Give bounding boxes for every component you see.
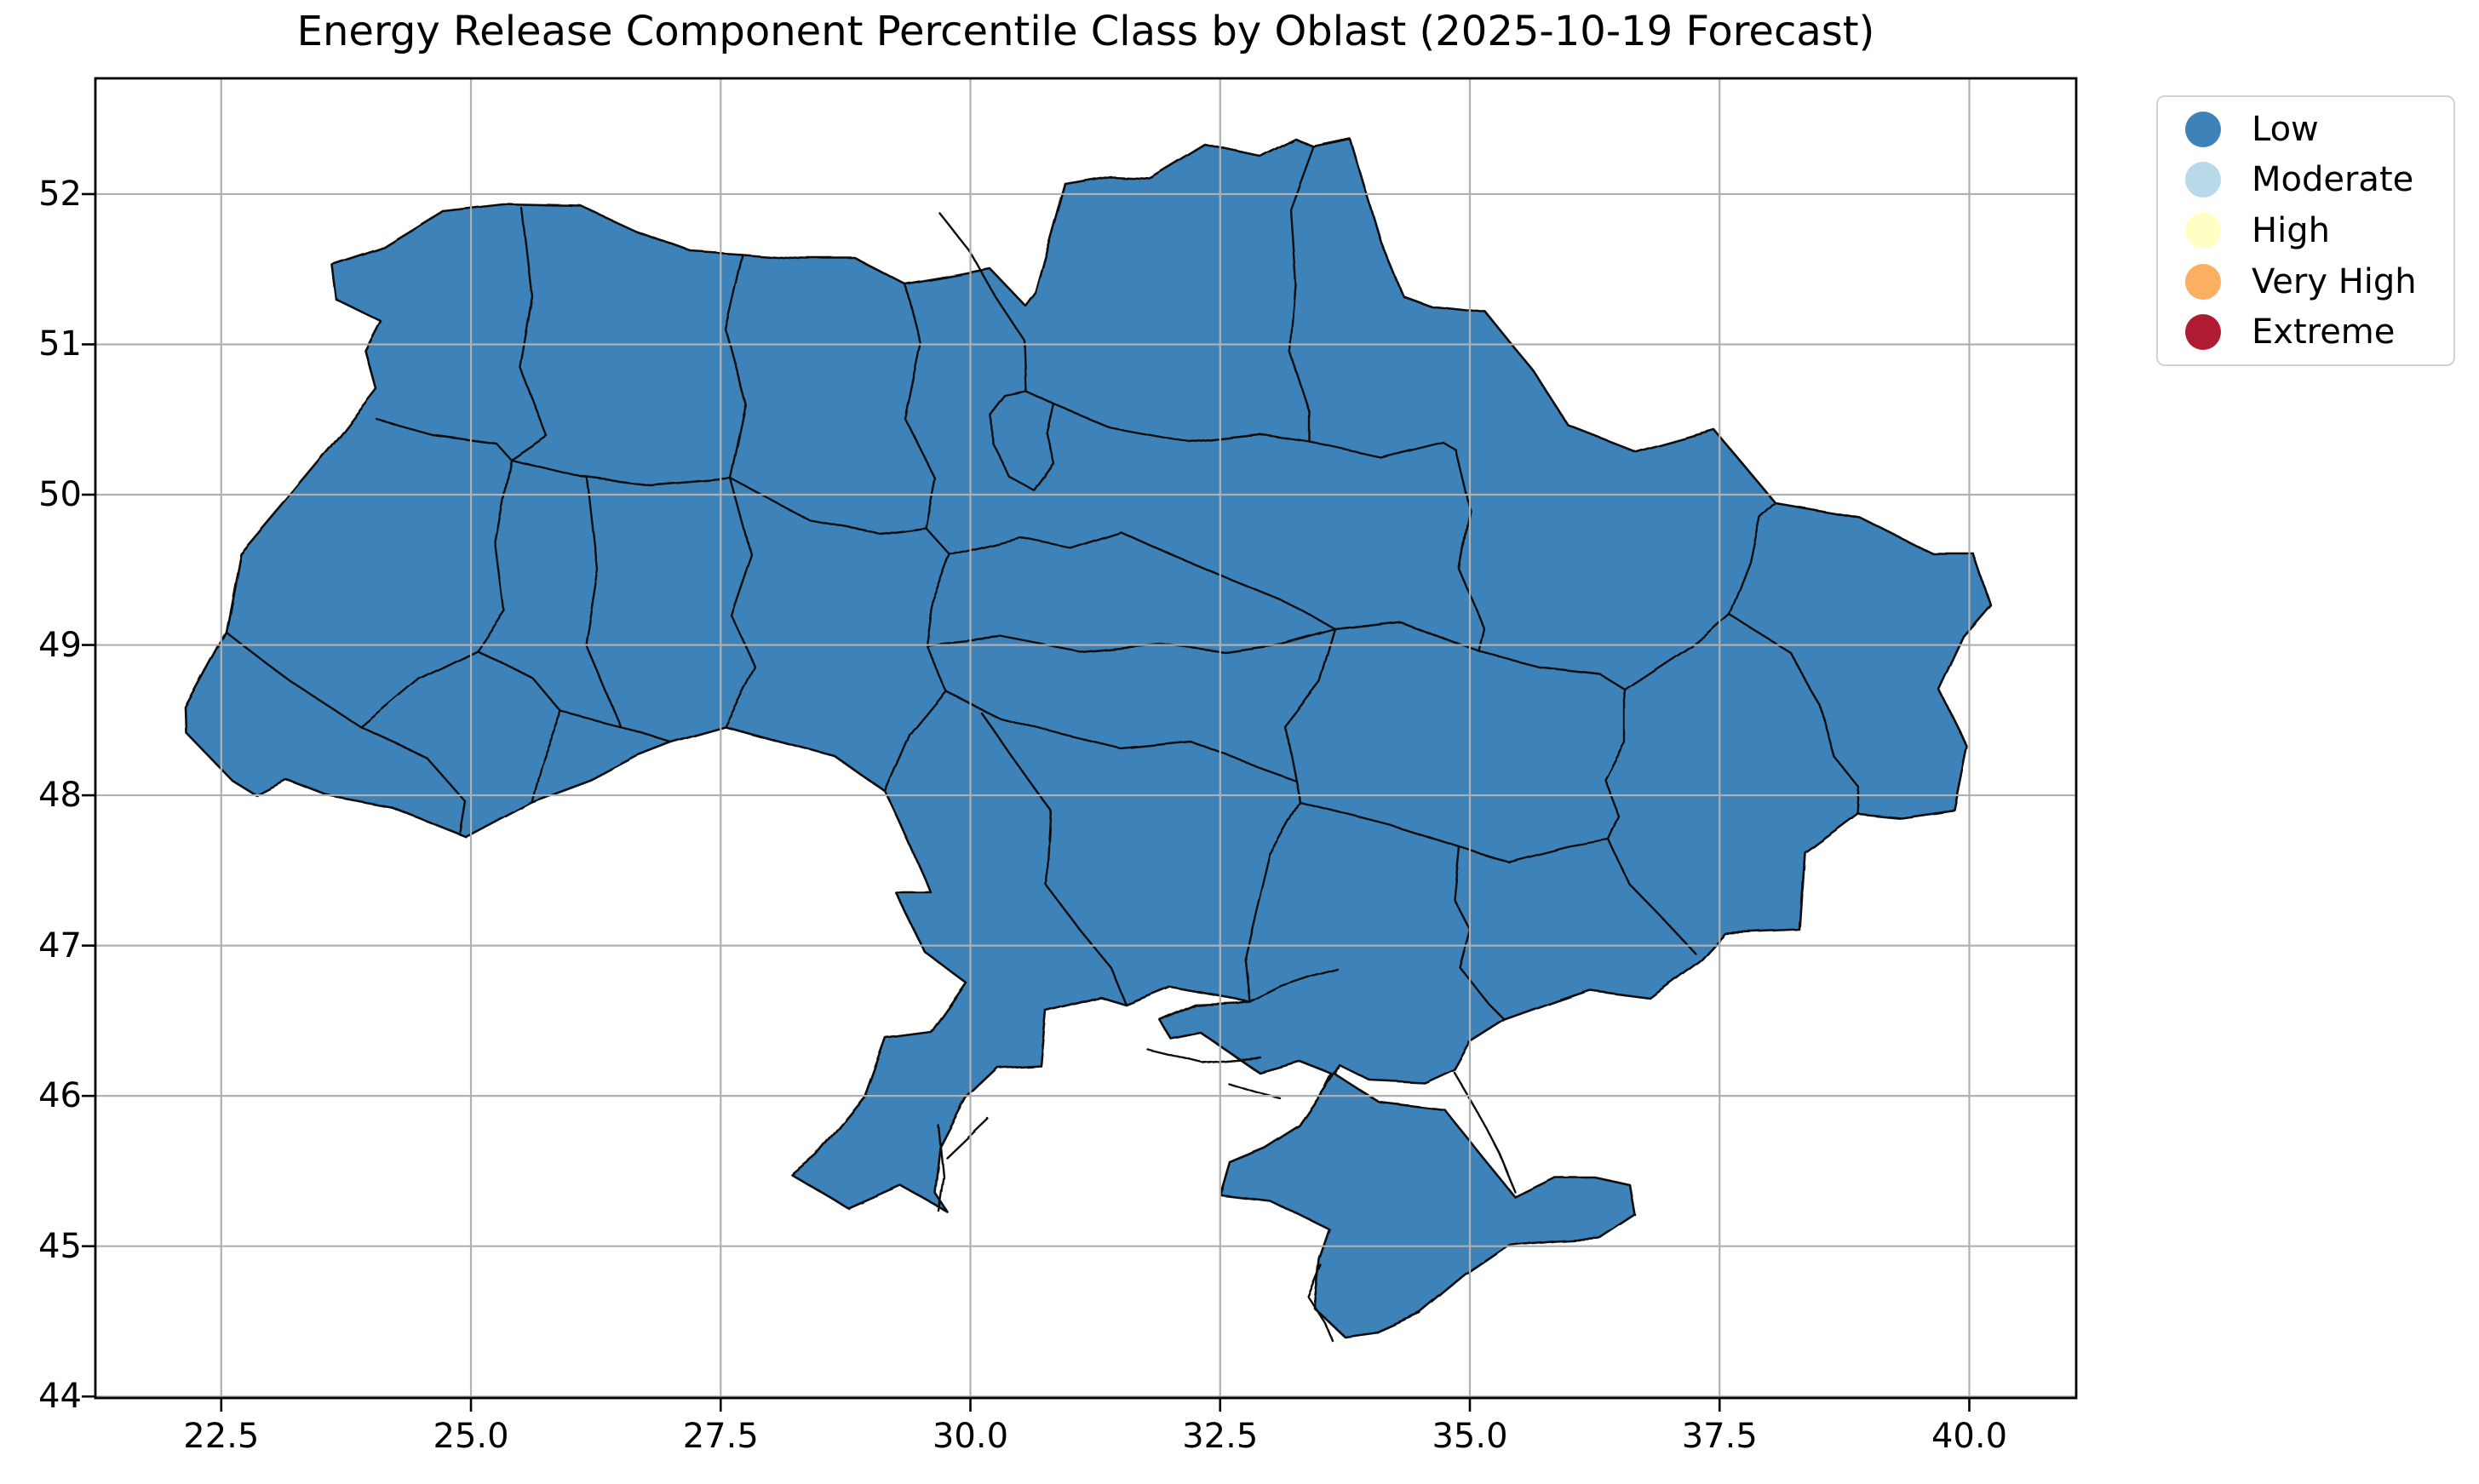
chart-title: Energy Release Component Percentile Clas… — [296, 8, 1875, 55]
legend-color-swatch — [2185, 314, 2221, 351]
y-tick-label: 49 — [38, 625, 82, 665]
oblast-border — [1334, 620, 1482, 654]
oblast-border — [1119, 530, 1337, 631]
legend-color-swatch — [2185, 263, 2221, 300]
dnipro-river-line — [1248, 967, 1339, 1003]
budjak-lagoon-line — [937, 1124, 945, 1212]
axis-ticks — [82, 192, 1971, 1412]
oblast-border — [724, 477, 757, 729]
oblast-border — [475, 458, 513, 652]
legend-entry: High — [2158, 211, 2453, 250]
legend-entry: Very High — [2158, 262, 2453, 301]
oblast-border — [1728, 501, 1776, 616]
oblast-border — [938, 212, 1028, 393]
legend-entry-label: High — [2252, 210, 2330, 250]
oblast-border — [1478, 650, 1627, 691]
oblast-border — [1608, 839, 1696, 954]
y-tick-label: 44 — [38, 1377, 82, 1417]
legend-entry-label: Moderate — [2252, 160, 2414, 200]
oblast-border — [1243, 800, 1301, 1003]
legend-entry: Low — [2158, 110, 2453, 149]
y-tick-label: 50 — [38, 475, 82, 514]
legend: Low Moderate High Very High Extreme — [2156, 95, 2455, 366]
oblast-border — [1453, 845, 1506, 1022]
legend-color-swatch — [2185, 111, 2221, 147]
oblast-border — [724, 253, 748, 480]
tendra-spit — [1145, 1047, 1262, 1064]
oblast-border — [944, 690, 1297, 782]
oblast-border — [1298, 800, 1611, 864]
x-tick-label: 32.5 — [1182, 1417, 1259, 1456]
y-tick-label: 47 — [38, 925, 82, 965]
oblast-border — [1604, 688, 1627, 842]
x-tick-label: 37.5 — [1681, 1417, 1758, 1456]
kyiv-city-boundary — [989, 390, 1056, 493]
oblast-border — [509, 206, 548, 461]
sevastopol-boundary — [1307, 1264, 1334, 1342]
x-tick-label: 22.5 — [183, 1417, 260, 1456]
oblast-border — [1283, 627, 1337, 804]
y-tick-label: 48 — [38, 776, 82, 816]
legend-entry: Moderate — [2158, 160, 2453, 199]
legend-entry-label: Very High — [2252, 261, 2417, 301]
plot-area: 22.5 25.0 27.5 30.0 32.5 35.0 37.5 40.0 52 51 50 4… — [38, 77, 2078, 1456]
arabat-spit — [1453, 1071, 1517, 1194]
oblast-border — [949, 530, 1122, 557]
ukraine-choropleth-map — [184, 137, 1993, 1342]
oblast-border — [979, 711, 1128, 1006]
x-tick-label: 25.0 — [433, 1417, 509, 1456]
oblast-border — [530, 710, 563, 804]
oblast-border — [225, 631, 468, 834]
oblast-border — [729, 477, 927, 536]
oblast-border — [509, 458, 732, 487]
oblast-border — [584, 477, 623, 729]
legend-color-swatch — [2185, 212, 2221, 249]
oblast-border — [1623, 613, 1731, 691]
oblast-border — [1288, 145, 1315, 444]
x-tick-label: 30.0 — [932, 1417, 1009, 1456]
legend-entry-label: Extreme — [2252, 312, 2396, 352]
x-tick-label: 35.0 — [1432, 1417, 1508, 1456]
oblast-border — [1728, 613, 1861, 815]
oblast-border — [1308, 440, 1457, 459]
oblast-border — [1053, 403, 1311, 444]
y-tick-label: 46 — [38, 1076, 82, 1116]
x-tick-label: 27.5 — [682, 1417, 759, 1456]
plot-border — [94, 77, 2078, 1400]
plot-canvas — [82, 77, 2078, 1412]
x-tick-label: 40.0 — [1931, 1417, 2008, 1456]
legend-color-swatch — [2185, 162, 2221, 198]
ukraine-outline-shape — [184, 137, 1993, 1338]
y-tick-label: 45 — [38, 1226, 82, 1266]
legend-entry-label: Low — [2252, 109, 2319, 149]
legend-entry: Extreme — [2158, 312, 2453, 352]
oblast-border — [1454, 448, 1487, 654]
oblast-borders — [225, 145, 1861, 1342]
oblast-border — [375, 417, 513, 461]
oblast-border — [475, 649, 563, 713]
y-tick-label: 51 — [38, 324, 82, 364]
oblast-border — [359, 649, 479, 729]
coastal-spit — [945, 1117, 990, 1160]
crimea-isthmus-border — [1323, 1066, 1340, 1090]
y-tick-label: 52 — [38, 174, 82, 214]
gridlines — [95, 78, 2076, 1398]
